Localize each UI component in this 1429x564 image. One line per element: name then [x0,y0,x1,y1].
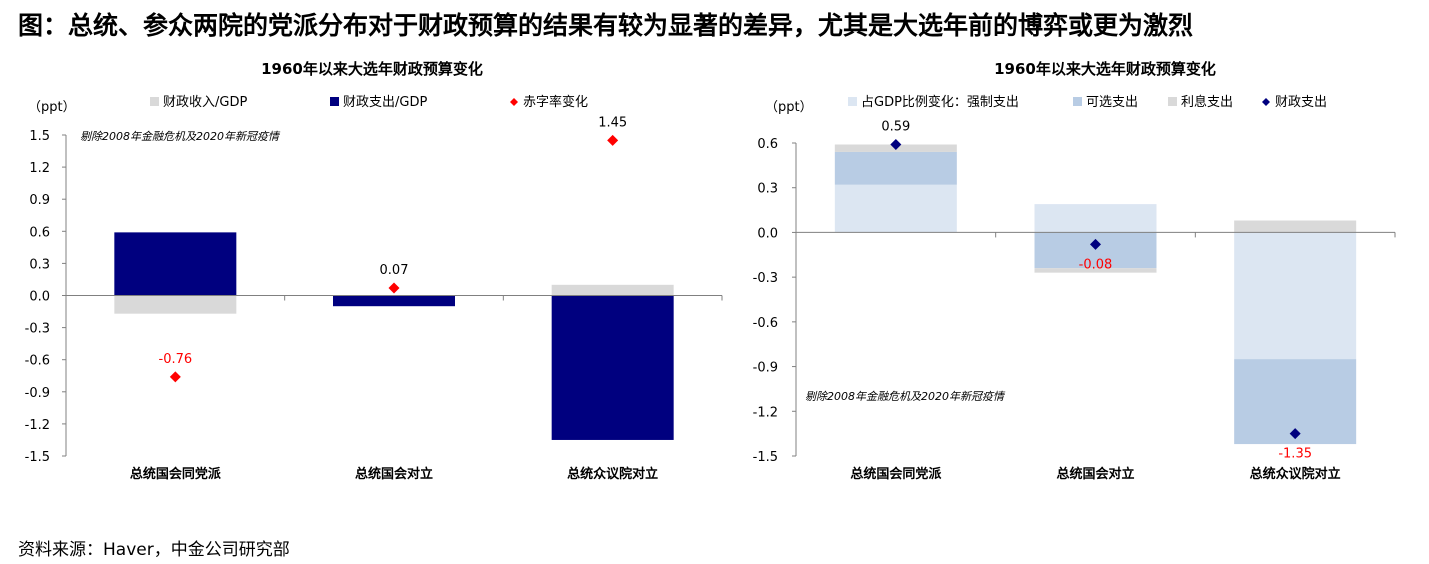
charts-canvas: 1960年以来大选年财政预算变化 （ppt） 财政收入/GDP 财政支出/GDP 赤字率… [25,60,1396,482]
chart2-marker-c3 [1289,428,1301,440]
chart2-title: 1960年以来大选年财政预算变化 [994,60,1216,78]
chart1-category-label-2: 总统国会对立 [355,466,433,482]
chart1-legend-swatch-2 [330,97,339,106]
chart2-bar-s3-c3 [1234,220,1357,233]
chart2-ylabel: （ppt） [765,100,813,115]
chart1-y-tick-label-4: 0.6 [29,225,50,240]
figure-title: 图：总统、参众两院的党派分布对于财政预算的结果有较为显著的差异，尤其是大选年前的… [18,11,1194,40]
chart1-ylabel: （ppt） [28,100,76,115]
chart1-bar-s2-c3 [551,295,674,440]
chart1-legend-label-3: 赤字率变化 [523,94,588,110]
chart1-data-label-c1: -0.76 [159,352,193,367]
chart1-bar-s2-c2 [333,295,455,307]
chart2-marker-c2 [1090,238,1101,250]
chart1-legend-swatch-1 [150,97,159,106]
chart1-marker-c3 [607,134,619,146]
chart2-legend-label-3: 利息支出 [1181,94,1233,110]
chart2-legend-label-1: 占GDP比例变化：强制支出 [861,94,1019,110]
chart1-y-tick-label-5: 0.3 [29,257,50,272]
chart1-bar-s1-c3 [551,284,674,296]
chart2-category-label-1: 总统国会同党派 [850,466,942,482]
chart2-y-tick-label-2: 0.3 [757,182,778,197]
chart2-y-tick-label-6: -0.9 [753,361,778,376]
chart1-y-tick-label-9: -0.9 [25,386,50,401]
chart2-legend-swatch-1 [848,97,857,106]
chart2-bar-s2-c1 [834,151,957,185]
chart2-data-label-c1: 0.59 [881,119,910,134]
source-note: 资料来源：Haver，中金公司研究部 [18,540,290,560]
chart1-y-tick-label-6: 0.0 [29,290,50,305]
chart1-y-tick-label-1: 1.5 [29,129,50,144]
chart1-y-tick-label-7: -0.3 [25,322,50,337]
chart1-data-label-c2: 0.07 [380,263,409,278]
chart1-y-tick-label-8: -0.6 [25,354,50,369]
chart2-bar-s3-c2 [1034,268,1157,273]
chart1-marker-c2 [388,282,400,294]
chart2-bar-s1-c2 [1034,204,1157,233]
chart2-y-tick-label-8: -1.5 [753,450,778,465]
chart2-data-label-c2: -0.08 [1079,257,1113,272]
chart1-data-label-c3: 1.45 [598,115,627,130]
chart2-legend-swatch-3 [1168,97,1177,106]
chart2-category-label-2: 总统国会对立 [1056,466,1134,482]
chart2-legend-swatch-2 [1073,97,1082,106]
chart1-y-tick-label-10: -1.2 [25,418,50,433]
chart1-legend-label-1: 财政收入/GDP [163,95,247,110]
chart1-y-tick-label-2: 1.2 [29,161,50,176]
chart1-marker-c1 [169,371,181,383]
chart1-category-label-1: 总统国会同党派 [130,466,222,482]
chart1-legend-label-2: 财政支出/GDP [343,95,427,110]
chart2-y-tick-label-3: 0.0 [757,226,778,241]
chart1-y-tick-label-11: -1.5 [25,450,50,465]
chart2-y-tick-label-7: -1.2 [753,405,778,420]
chart2-y-tick-label-5: -0.6 [753,316,778,331]
chart1-y-tick-label-3: 0.9 [29,193,50,208]
chart1-bar-s2-c1 [114,232,237,296]
chart1-legend-marker-3 [510,98,518,106]
chart2-y-tick-label-4: -0.3 [753,271,778,286]
chart2-legend-label-4: 财政支出 [1275,95,1327,110]
chart2-marker-c1 [890,138,902,150]
chart2-y-tick-label-1: 0.6 [757,137,778,152]
chart2-bar-s2-c2 [1034,232,1157,269]
chart1-bar-s1-c1 [114,295,237,314]
chart2-bar-s1-c1 [834,184,957,233]
chart1-title: 1960年以来大选年财政预算变化 [261,60,483,78]
chart2-legend-marker-4 [1262,98,1270,106]
chart1-note: 剔除2008年金融危机及2020年新冠疫情 [80,130,281,143]
chart1-category-label-3: 总统众议院对立 [567,466,658,482]
chart2-data-label-c3: -1.35 [1278,447,1312,462]
chart2-bar-s1-c3 [1234,232,1357,360]
chart2-category-label-3: 总统众议院对立 [1250,466,1341,482]
chart2-legend-label-2: 可选支出 [1086,95,1138,110]
chart2-note: 剔除2008年金融危机及2020年新冠疫情 [805,390,1006,403]
